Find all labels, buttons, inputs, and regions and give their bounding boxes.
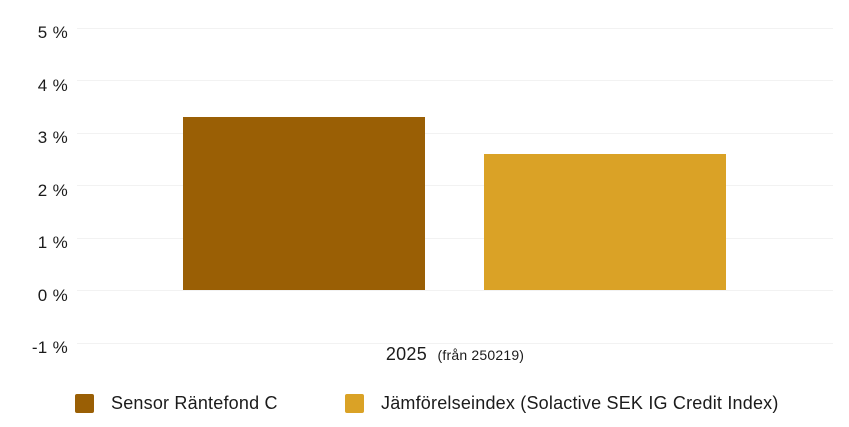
gridline [77, 132, 833, 134]
legend-swatch-fund-icon [75, 393, 94, 413]
y-axis-tick-label: 1 % [37, 233, 68, 252]
plot-area [77, 27, 833, 344]
gridline [77, 237, 833, 239]
x-axis-year-label: 2025 [385, 344, 428, 364]
gridline [77, 185, 833, 186]
legend-swatch-index-icon [345, 393, 364, 413]
y-axis-tick-label: 2 % [37, 180, 68, 200]
legend: Sensor Räntefond C Jämförelseindex (Sola… [0, 392, 849, 416]
gridline [77, 342, 833, 344]
x-axis-label: 2025 (från 250219) [77, 344, 833, 365]
legend-item-jamforelseindex[interactable]: Jämförelseindex (Solactive SEK IG Credit… [345, 392, 779, 414]
y-axis-tick-label: -1 % [31, 338, 68, 357]
legend-label-fund: Sensor Räntefond C [111, 393, 278, 413]
gridline [77, 290, 833, 291]
y-axis-tick-label: 0 % [37, 285, 68, 305]
x-axis-from-date-label: (från 250219) [437, 347, 525, 363]
bar-jamforelseindex[interactable] [484, 153, 726, 290]
y-axis-tick-label: 4 % [37, 75, 68, 95]
legend-item-sensor-rantefond-c[interactable]: Sensor Räntefond C [75, 392, 278, 414]
gridline [77, 27, 833, 29]
gridline [77, 80, 833, 81]
y-axis-tick-label: 3 % [37, 128, 68, 147]
y-axis-tick-label: 5 % [37, 23, 68, 42]
bar-sensor-rantefond-c[interactable] [183, 116, 425, 290]
legend-label-index: Jämförelseindex (Solactive SEK IG Credit… [381, 393, 779, 413]
